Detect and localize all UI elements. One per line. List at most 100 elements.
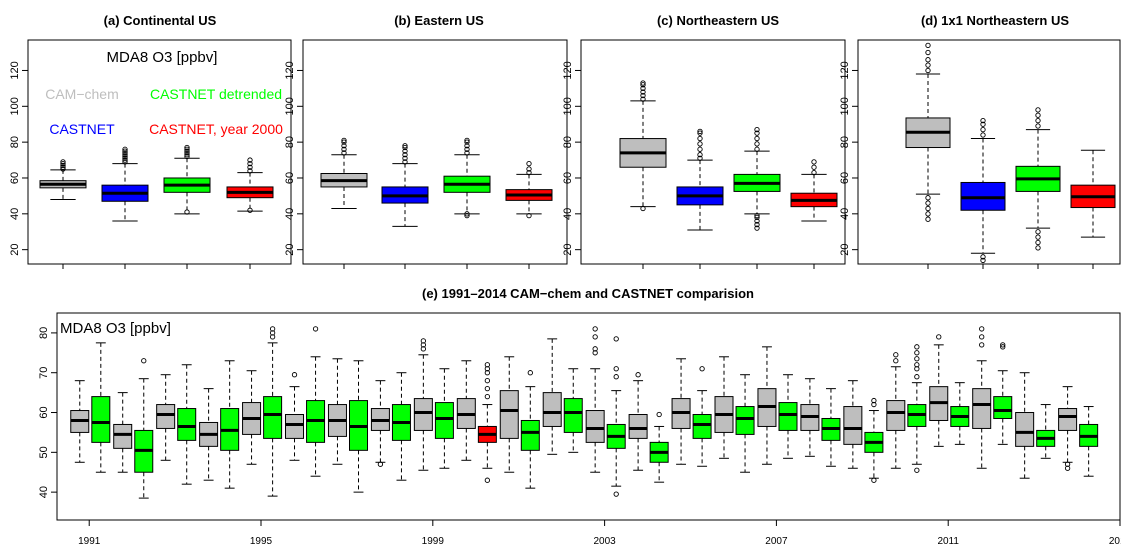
panel-b-box-2-outlier-6: [464, 137, 470, 144]
panel-e-x-tick-label-2003: 2003: [593, 536, 616, 547]
panel-e-box-2003-castnet-outlier-2: [613, 366, 619, 372]
panel-d-box-1-outlier-3: [980, 126, 986, 133]
panel-b-box-0-outlier-3: [341, 139, 347, 145]
panel-e-box-2012-cam-chem-outlier-1: [979, 334, 985, 340]
panel-e-box-2001-castnet-iqr-box: [520, 419, 540, 451]
panel-e-box-2013-cam-chem: [1015, 372, 1035, 479]
panel-d-box-1-outlier-0: [980, 257, 986, 264]
panel-a-box-2-outlier-2: [184, 152, 190, 158]
panel-c-box-0-outlier-6: [640, 80, 646, 86]
panel-e-box-1996-castnet-outlier-0: [312, 326, 319, 332]
panel-c-box-0: [619, 80, 667, 212]
panel-e-y-tick-label-80: 80: [38, 327, 50, 339]
panel-a-boxes: [39, 144, 274, 222]
panel-e-box-1993-cam-chem-iqr-box: [156, 404, 176, 429]
panel-a-box-1-outlier-5: [122, 150, 128, 156]
panel-d-box-0-outlier-7: [925, 57, 931, 63]
panel-b-y-tick-label-100: 100: [284, 97, 296, 115]
panel-e-box-2000-castnet-outlier-1: [484, 393, 491, 400]
panel-b-box-2-outlier-2: [464, 150, 470, 156]
panel-b-box-3-outlier-3: [526, 160, 532, 167]
panel-e-box-1995-castnet: [263, 326, 283, 497]
panel-d-y-tick-label-120: 120: [839, 61, 851, 79]
panel-c-box-0-outlier-1: [640, 96, 646, 102]
panel-e-box-2011-cam-chem-outlier-0: [936, 334, 942, 340]
panel-a-box-0-outlier-2: [60, 162, 66, 169]
panel-b-box-3-outlier-1: [526, 169, 532, 176]
panel-b-box-1-outlier-3: [402, 148, 408, 154]
panel-c-box-0-outlier-4: [640, 85, 646, 92]
panel-e-box-2001-cam-chem-iqr-box: [499, 390, 519, 439]
panel-e-box-2012-castnet-outlier-0: [1000, 344, 1006, 350]
panel-e-box-2006-castnet-iqr-box: [735, 406, 755, 435]
panel-c-y-axis: 20 40 60 80 100 120: [562, 61, 815, 269]
panel-e-box-1999-cam-chem: [413, 338, 433, 471]
panel-e-box-1993-castnet: [177, 364, 197, 485]
panel-a-box-2-outlier-5: [184, 146, 190, 152]
panel-a-box-1: [101, 146, 149, 222]
panel-d-box-1-outlier-5: [980, 117, 986, 124]
panel-e-box-1994-castnet: [220, 360, 240, 489]
panel-e-box-2004-castnet-outlier-0: [656, 411, 662, 418]
panel-e-unit-label: MDA8 O3 [ppbv]: [60, 320, 171, 337]
panel-d-box-2: [1015, 107, 1061, 251]
panel-d-box-0-outlier-6: [925, 62, 931, 68]
panel-e-box-2009-castnet-outlier-0: [871, 477, 877, 483]
panel-e-y-tick-label-40: 40: [38, 486, 50, 498]
panel-e-box-1995-castnet-iqr-box: [263, 396, 283, 439]
panel-b-box-0-outlier-4: [341, 137, 347, 144]
panel-a-box-2-outlier-0: [184, 209, 190, 215]
panel-e-box-1999-cam-chem-iqr-box: [413, 398, 433, 431]
panel-e-y-axis: 40 50 60 70 80: [38, 327, 57, 498]
panel-e-box-2004-castnet: [649, 411, 669, 483]
panel-e-box-2007-castnet-iqr-box: [778, 402, 798, 431]
panel-a-box-1-outlier-3: [122, 153, 128, 160]
panel-d-y-tick-label-80: 80: [839, 136, 851, 148]
panel-e-box-2010-castnet-outlier-3: [914, 362, 920, 368]
panel-c-y-tick-label-120: 120: [562, 61, 574, 79]
panel-a-y-tick-label-100: 100: [9, 97, 21, 115]
panel-d-box-1: [960, 117, 1006, 264]
panel-b-box-3-outlier-2: [526, 166, 532, 172]
panel-a-box-0-outlier-1: [60, 164, 66, 170]
panel-e-box-2007-castnet: [778, 374, 798, 459]
panel-e-box-1992-castnet: [134, 358, 154, 499]
panel-a-box-3: [226, 157, 274, 213]
panel-e-box-2005-castnet-outlier-0: [699, 366, 705, 372]
panel-d-box-1-outlier-1: [980, 254, 986, 260]
panel-e-box-2010-cam-chem: [886, 352, 906, 469]
panel-c-box-0-outlier-5: [640, 82, 646, 88]
panel-e-x-tick-label-1991: 1991: [78, 536, 101, 547]
panel-d-box-0-outlier-0: [925, 216, 931, 222]
panel-e-y-tick-label-60: 60: [38, 406, 50, 418]
panel-e-box-2010-castnet-outlier-5: [914, 350, 920, 356]
panel-e-box-2012-cam-chem-outlier-2: [979, 326, 985, 332]
panel-a-box-2: [163, 144, 211, 215]
panel-e-y-tick-label-70: 70: [38, 367, 50, 379]
panel-d-box-0-outlier-9: [925, 42, 931, 49]
panel-a-box-1-outlier-2: [122, 155, 128, 161]
panel-e-box-2009-cam-chem-iqr-box: [843, 406, 863, 445]
panel-c-box-3: [790, 159, 838, 222]
panel-c-box-3-outlier-0: [811, 169, 817, 176]
panel-e-x-tick-label-2015: 2015: [1109, 536, 1121, 547]
panel-e-box-2000-cam-chem: [456, 360, 476, 461]
panel-b-y-axis: 20 40 60 80 100 120: [284, 61, 530, 269]
panel-c-box-1-outlier-1: [697, 152, 703, 158]
panel-e-box-2009-castnet: [864, 397, 884, 483]
panel-e-box-1997-castnet: [349, 360, 369, 493]
panel-e-box-2003-castnet-outlier-0: [613, 491, 619, 497]
panel-e-box-2010-cam-chem-outlier-1: [893, 352, 899, 358]
legend-castnet-year-2000: CASTNET, year 2000: [149, 121, 283, 137]
panel-d-box-2-outlier-4: [1035, 123, 1041, 129]
panel-d-y-tick-label-100: 100: [839, 97, 851, 115]
panel-c-title: (c) Northeastern US: [657, 13, 779, 28]
panel-d-box-0-outlier-8: [925, 49, 931, 56]
panel-a-box-0: [39, 159, 87, 200]
panel-c-box-2-outlier-0: [754, 225, 760, 231]
panel-c-frame: [580, 39, 846, 265]
panel-e-box-1998-cam-chem: [370, 380, 390, 467]
panel-e-box-2008-cam-chem: [800, 378, 820, 457]
panel-a-box-2-outlier-3: [184, 150, 190, 156]
panel-d-box-2-outlier-3: [1035, 229, 1041, 235]
